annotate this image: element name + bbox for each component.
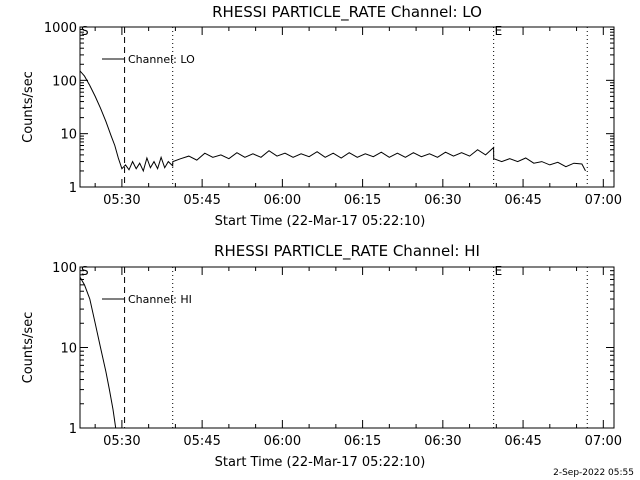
plot-frame (79, 26, 615, 188)
legend-label: Channel: LO (128, 53, 195, 66)
y-tick-label: 1000 (44, 21, 77, 36)
x-tick-label: 06:00 (264, 434, 301, 449)
x-axis-label: Start Time (22-Mar-17 05:22:10) (215, 214, 426, 229)
x-axis-label: Start Time (22-Mar-17 05:22:10) (215, 455, 426, 470)
y-axis-label: Counts/sec (21, 71, 36, 143)
y-tick-label: 1 (69, 422, 77, 437)
marker-label: E (495, 24, 503, 38)
chart-title: RHESSI PARTICLE_RATE Channel: LO (212, 3, 482, 22)
x-tick-label: 06:30 (424, 193, 461, 208)
lo-channel-panel: RHESSI PARTICLE_RATE Channel: LO 1 10 100 10… (21, 3, 622, 229)
hi-channel-panel: RHESSI PARTICLE_RATE Channel: HI 1 10 100 05… (21, 242, 622, 470)
x-tick-label: 07:00 (585, 193, 622, 208)
print-timestamp: 2-Sep-2022 05:55 (553, 468, 634, 478)
y-axis-label: Counts/sec (21, 312, 36, 384)
x-tick-label: 05:45 (183, 193, 220, 208)
y-tick-label: 10 (60, 128, 77, 143)
plot-frame (79, 266, 615, 429)
x-tick-label: 06:45 (504, 434, 541, 449)
x-tick-label: 05:45 (183, 434, 220, 449)
x-tick-label: 07:00 (585, 434, 622, 449)
x-tick-label: 06:15 (344, 193, 381, 208)
series-line (80, 70, 586, 173)
y-tick-label: 100 (52, 261, 77, 276)
marker-label: S (81, 264, 89, 278)
y-tick-label: 100 (52, 74, 77, 89)
x-tick-label: 06:00 (264, 193, 301, 208)
legend-label: Channel: HI (128, 293, 192, 306)
x-tick-label: 06:45 (504, 193, 541, 208)
chart-title: RHESSI PARTICLE_RATE Channel: HI (214, 242, 480, 261)
x-tick-label: 06:15 (344, 434, 381, 449)
marker-label: E (495, 264, 503, 278)
marker-label: S (81, 24, 89, 38)
x-tick-label: 06:30 (424, 434, 461, 449)
y-tick-label: 10 (60, 342, 77, 357)
series-line (80, 276, 117, 428)
x-tick-label: 05:30 (103, 193, 140, 208)
y-tick-label: 1 (69, 181, 77, 196)
x-tick-label: 05:30 (103, 434, 140, 449)
